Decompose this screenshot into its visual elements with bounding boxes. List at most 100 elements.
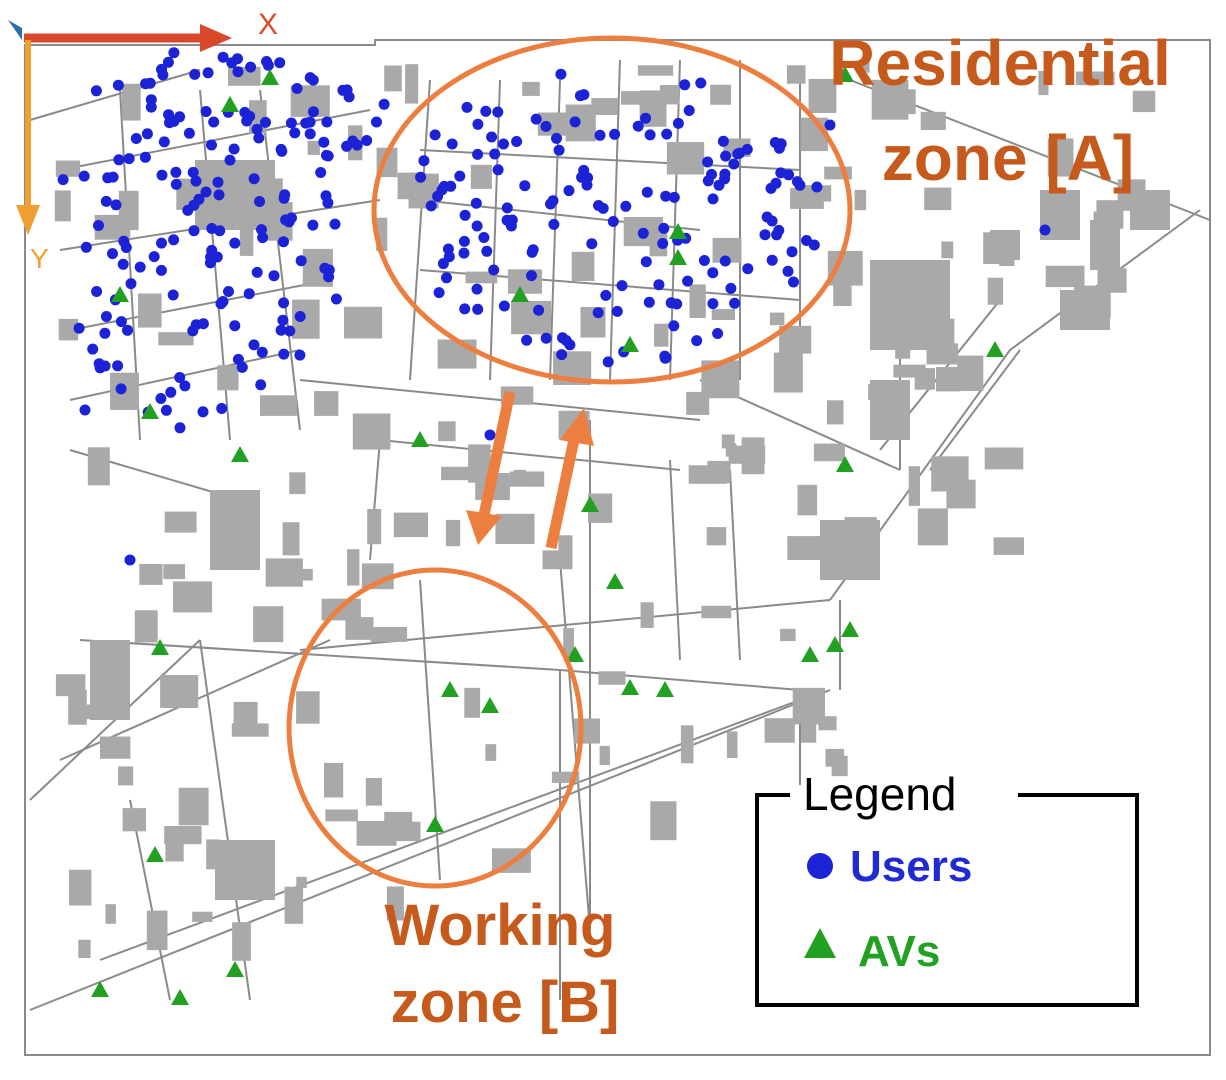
- user-dot: [280, 214, 292, 226]
- building: [551, 771, 580, 783]
- user-dot: [120, 242, 132, 253]
- user-dot: [330, 293, 342, 305]
- user-dot: [461, 101, 473, 113]
- user-dot: [112, 79, 124, 91]
- user-dot: [551, 132, 562, 144]
- av-triangle: [231, 446, 249, 462]
- user-dot: [261, 56, 272, 67]
- user-dot: [216, 403, 228, 414]
- user-dot: [472, 148, 484, 160]
- user-dot: [239, 106, 251, 118]
- user-dot: [211, 251, 223, 263]
- user-dot: [206, 139, 217, 151]
- user-dot: [148, 251, 160, 263]
- user-dot: [224, 154, 236, 166]
- user-dot: [217, 296, 229, 307]
- flow-arrow-b-to-a: [545, 433, 581, 550]
- user-dot: [260, 116, 271, 128]
- building: [118, 190, 139, 231]
- user-dot: [107, 171, 119, 183]
- user-dot: [661, 128, 673, 140]
- building: [146, 910, 168, 951]
- building: [666, 142, 705, 175]
- building: [710, 84, 731, 105]
- user-dot: [609, 128, 621, 140]
- user-dot: [308, 106, 319, 118]
- building: [122, 808, 146, 832]
- user-dot: [187, 166, 199, 178]
- user-dot: [698, 255, 710, 266]
- user-dot: [217, 51, 229, 63]
- building: [571, 251, 595, 281]
- building: [773, 352, 803, 393]
- building: [228, 66, 261, 86]
- user-dot: [660, 190, 672, 202]
- user-dot: [315, 167, 327, 178]
- building: [871, 79, 909, 120]
- user-dot: [659, 350, 671, 362]
- building: [987, 277, 1004, 305]
- user-dot: [170, 166, 182, 178]
- user-dot: [93, 220, 104, 231]
- user-dot: [323, 271, 335, 283]
- building: [160, 675, 199, 708]
- user-dot: [492, 164, 504, 176]
- road-segment: [69, 349, 301, 401]
- building: [314, 391, 339, 416]
- user-dot: [278, 348, 290, 360]
- user-dot: [174, 372, 186, 383]
- building: [344, 306, 383, 339]
- building: [376, 217, 388, 251]
- user-dot: [78, 170, 90, 182]
- user-dot: [702, 175, 714, 187]
- user-dot: [189, 68, 201, 80]
- user-dot: [480, 105, 492, 117]
- building: [591, 98, 618, 115]
- av-triangle: [826, 636, 844, 652]
- user-dot: [643, 296, 655, 308]
- user-dot: [620, 200, 632, 212]
- building: [296, 691, 320, 724]
- road-segment: [29, 689, 831, 1011]
- building: [233, 701, 258, 727]
- user-dot: [533, 304, 545, 316]
- road-segment: [69, 279, 331, 331]
- user-dot: [232, 353, 244, 365]
- user-dot: [57, 174, 69, 186]
- building: [215, 840, 275, 900]
- building: [158, 332, 194, 346]
- building: [282, 522, 300, 556]
- building: [284, 886, 304, 924]
- user-dot: [641, 186, 653, 198]
- user-dot: [285, 117, 297, 129]
- building: [1075, 71, 1115, 86]
- building: [701, 605, 732, 619]
- building: [984, 447, 1024, 470]
- building: [769, 312, 785, 326]
- building: [511, 300, 551, 335]
- building: [787, 536, 825, 560]
- user-dot: [691, 335, 703, 347]
- av-triangle: [481, 697, 499, 713]
- user-dot: [168, 234, 180, 246]
- legend-users-label: Users: [850, 842, 972, 891]
- user-dot: [445, 180, 457, 192]
- flow-arrows: [466, 390, 594, 550]
- user-dot: [190, 319, 202, 331]
- user-dot: [274, 57, 286, 69]
- working-zone-outline: [286, 567, 584, 889]
- road-segment: [929, 349, 1021, 471]
- user-dot: [318, 136, 330, 148]
- av-triangle: [621, 679, 639, 695]
- building: [192, 911, 213, 922]
- user-dot: [446, 138, 458, 150]
- user-dot: [519, 180, 531, 192]
- user-dot: [632, 120, 644, 132]
- building: [324, 762, 344, 798]
- av-triangle: [656, 681, 674, 697]
- legend-title-gap: [790, 785, 1018, 805]
- building: [367, 509, 382, 545]
- user-dot: [122, 324, 133, 336]
- building: [792, 687, 825, 725]
- building: [640, 602, 654, 628]
